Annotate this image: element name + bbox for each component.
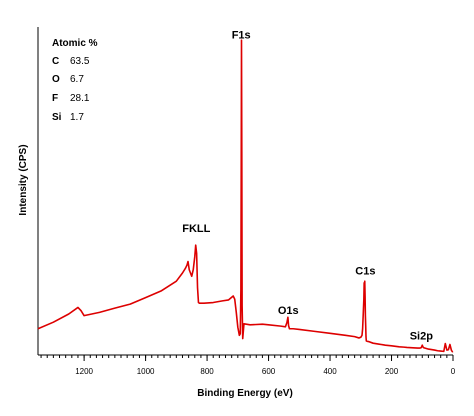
composition-element: F xyxy=(52,93,58,104)
composition-value: 28.1 xyxy=(70,93,90,104)
composition-value: 1.7 xyxy=(70,112,84,123)
peak-label: Si2p xyxy=(410,330,434,342)
peak-label: F1s xyxy=(232,29,251,41)
x-tick-label: 800 xyxy=(200,367,214,376)
peak-labels: F1s FKLL O1s C1s Si2p xyxy=(182,29,433,342)
spectrum-line xyxy=(37,39,454,353)
composition-element: O xyxy=(52,74,60,85)
composition-element: Si xyxy=(52,112,62,123)
peak-label: O1s xyxy=(278,305,299,317)
x-tick-label: 200 xyxy=(385,367,399,376)
composition-value: 6.7 xyxy=(70,74,84,85)
x-major-ticks xyxy=(83,355,454,361)
x-tick-labels: 1200 1000 800 600 400 200 0 xyxy=(75,367,456,376)
y-axis-title: Intensity (CPS) xyxy=(18,144,29,215)
composition-element: C xyxy=(52,56,59,67)
x-tick-label: 600 xyxy=(262,367,276,376)
peak-label: C1s xyxy=(355,266,375,278)
x-tick-label: 1200 xyxy=(75,367,93,376)
x-axis-title: Binding Energy (eV) xyxy=(197,388,293,399)
peak-label: FKLL xyxy=(182,223,210,235)
composition-value: 63.5 xyxy=(70,56,90,67)
composition-legend: Atomic % C 63.5 O 6.7 F 28.1 Si 1.7 xyxy=(52,38,98,123)
x-tick-label: 400 xyxy=(323,367,337,376)
x-tick-label: 0 xyxy=(451,367,456,376)
composition-title: Atomic % xyxy=(52,38,98,49)
x-tick-label: 1000 xyxy=(137,367,155,376)
